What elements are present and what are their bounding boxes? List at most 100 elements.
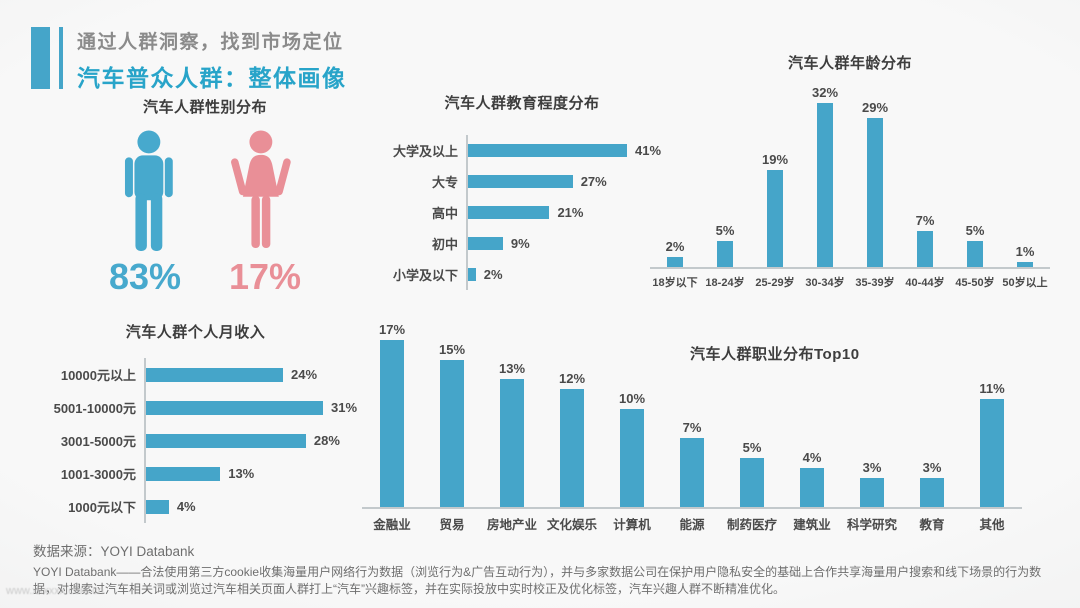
category-label: 30-34岁: [805, 277, 845, 289]
category-label: 高中: [431, 206, 458, 221]
education-bars: 大学及以上 41% 大专 27% 高中 21% 初中 9% 小学及以下 2%: [372, 135, 672, 290]
bar-zone: 41%: [466, 135, 672, 166]
value-label: 2%: [483, 267, 503, 282]
category-label: 其他: [979, 518, 1005, 532]
bar: [468, 206, 550, 219]
value-label: 7%: [915, 213, 935, 229]
age-plot-area: 2% 5% 19% 32% 29% 7% 5% 1%: [650, 75, 1050, 269]
female-percentage: 17%: [228, 256, 302, 297]
bar: [980, 398, 1004, 507]
bar-column: 7%: [900, 213, 950, 267]
header-accent-bar: [31, 27, 50, 89]
gender-values: 83% 17%: [92, 256, 318, 298]
occupation-chart: 汽车人群职业分布Top10 17% 15% 13% 12% 10% 7% 5% 4% 3% 3% 1…: [362, 307, 1022, 533]
bar: [620, 408, 644, 507]
header-text: 通过人群洞察，找到市场定位 汽车普众人群：整体画像: [77, 27, 347, 93]
value-label: 4%: [802, 449, 822, 465]
value-label: 17%: [378, 322, 406, 337]
income-bars: 10000元以上 24% 5001-10000元 31% 3001-5000元 28% 10…: [28, 358, 363, 523]
bar-row: 大专 27%: [372, 166, 672, 197]
bar: [146, 400, 323, 415]
footer-description: YOYI Databank——合法使用第三方cookie收集海量用户网络行为数据…: [33, 565, 1042, 596]
bar-column: 2%: [650, 239, 700, 267]
bar-row: 初中 9%: [372, 228, 672, 259]
bar-zone: 13%: [144, 457, 363, 490]
bar: [146, 367, 284, 382]
gender-chart: 汽车人群性别分布: [92, 96, 318, 298]
category-label: 房地产业: [486, 518, 537, 532]
bar-column: 15%: [422, 342, 482, 507]
bar: [667, 256, 683, 267]
category-label: 40-44岁: [905, 277, 945, 289]
header-accent-line: [59, 27, 63, 89]
category-label: 45-50岁: [955, 277, 995, 289]
category-label: 1000元以下: [68, 500, 136, 515]
bar-column: 29%: [850, 100, 900, 267]
occupation-chart-title: 汽车人群职业分布Top10: [690, 346, 860, 363]
value-label: 5%: [742, 439, 762, 455]
bar-column: 1%: [1000, 244, 1050, 267]
occupation-bars: 17% 15% 13% 12% 10% 7% 5% 4% 3% 3% 11% 金融业 贸易 房地产业 文化…: [362, 307, 1022, 533]
male-icon: [119, 130, 179, 252]
value-label: 7%: [682, 420, 702, 436]
category-label: 贸易: [439, 518, 465, 532]
bar: [560, 389, 584, 507]
bar-row: 10000元以上 24%: [28, 358, 363, 391]
value-label: 9%: [510, 236, 530, 251]
value-label: 1%: [1015, 243, 1035, 259]
bar-row: 小学及以下 2%: [372, 259, 672, 290]
bar: [867, 118, 883, 267]
bar-row: 5001-10000元 31%: [28, 391, 363, 424]
category-label: 25-29岁: [755, 277, 795, 289]
age-chart: 汽车人群年龄分布 2% 5% 19% 32% 29% 7% 5% 1% 18岁以下 18-24岁…: [650, 52, 1050, 290]
category-label: 大专: [431, 175, 458, 190]
income-chart-title: 汽车人群个人月收入: [125, 324, 266, 341]
value-label: 13%: [498, 361, 526, 377]
bar: [468, 237, 503, 250]
value-label: 24%: [291, 367, 318, 382]
category-label: 10000元以上: [60, 368, 136, 383]
occupation-category-axis: 金融业 贸易 房地产业 文化娱乐 计算机 能源 制药医疗 建筑业 科学研究 教育 其他: [362, 514, 1022, 533]
bar-row: 3001-5000元 28%: [28, 424, 363, 457]
category-label: 初中: [431, 237, 458, 252]
category-label: 金融业: [373, 518, 411, 532]
value-label: 28%: [313, 433, 340, 448]
bar-column: 32%: [800, 85, 850, 267]
bar-zone: 31%: [144, 391, 363, 424]
category-label: 3001-5000元: [60, 434, 136, 449]
category-label: 计算机: [613, 518, 651, 532]
bar: [860, 477, 884, 507]
bar-column: 11%: [962, 381, 1022, 507]
bar-zone: 28%: [144, 424, 363, 457]
value-label: 32%: [811, 85, 839, 100]
bar-column: 10%: [602, 391, 662, 507]
male-percentage: 83%: [108, 256, 182, 297]
education-chart: 汽车人群教育程度分布 大学及以上 41% 大专 27% 高中 21% 初中 9% 小学及以下 2%: [372, 92, 672, 290]
value-label: 31%: [331, 400, 358, 415]
data-source: 数据来源：YOYI Databank: [33, 544, 195, 559]
bar: [680, 438, 704, 507]
bar-zone: 21%: [466, 197, 672, 228]
bar-row: 1000元以下 4%: [28, 490, 363, 523]
bar: [146, 499, 169, 514]
education-chart-title: 汽车人群教育程度分布: [444, 95, 600, 112]
category-label: 教育: [919, 518, 945, 532]
category-label: 制药医疗: [726, 518, 777, 532]
bar-column: 3%: [842, 460, 902, 507]
age-bars: 2% 5% 19% 32% 29% 7% 5% 1% 18岁以下 18-24岁 25-29岁 30-…: [650, 75, 1050, 290]
value-label: 2%: [665, 238, 685, 254]
bar-column: 17%: [362, 322, 422, 507]
footer: 数据来源：YOYI Databank YOYI Databank——合法使用第三…: [33, 540, 1055, 597]
category-label: 大学及以上: [392, 144, 458, 159]
category-label: 能源: [679, 518, 705, 532]
value-label: 13%: [228, 466, 255, 481]
income-chart: 汽车人群个人月收入 10000元以上 24% 5001-10000元 31% 3001-…: [28, 315, 363, 523]
value-label: 3%: [922, 459, 942, 475]
bar: [468, 175, 573, 188]
bar-column: 3%: [902, 460, 962, 507]
bar: [740, 457, 764, 507]
bar: [817, 103, 833, 267]
bar-zone: 4%: [144, 490, 363, 523]
category-label: 50岁以上: [1002, 277, 1048, 289]
bar-column: 19%: [750, 152, 800, 267]
